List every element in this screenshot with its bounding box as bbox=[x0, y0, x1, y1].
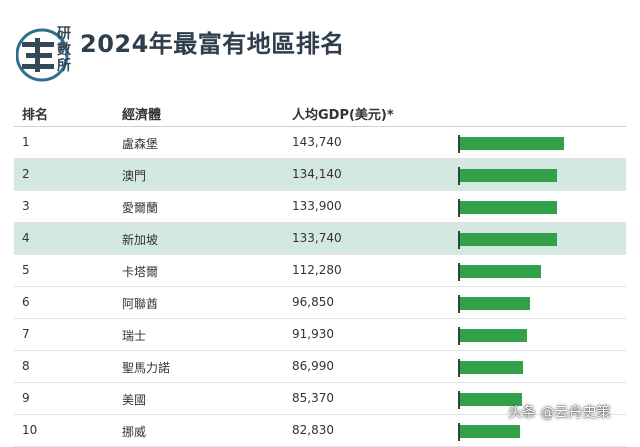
rank-cell: 7 bbox=[22, 327, 30, 341]
bar-baseline bbox=[458, 199, 460, 217]
economy-cell: 挪威 bbox=[122, 425, 147, 439]
rank-cell: 1 bbox=[22, 135, 30, 149]
rank-cell: 2 bbox=[22, 167, 30, 181]
bar-baseline bbox=[458, 295, 460, 313]
bar-baseline bbox=[458, 263, 460, 281]
gdp-bar bbox=[460, 329, 527, 342]
economy-cell: 卡塔爾 bbox=[122, 265, 159, 279]
bar-baseline bbox=[458, 231, 460, 249]
bar-baseline bbox=[458, 327, 460, 345]
header: 研 數 所 2024年最富有地區排名 bbox=[0, 0, 640, 92]
gdp-bar bbox=[460, 201, 557, 214]
gdp-bar bbox=[460, 361, 523, 374]
economy-cell: 澳門 bbox=[122, 169, 147, 183]
table-row: 4 新加坡 133,740 bbox=[14, 223, 626, 255]
table-row: 2 澳門 134,140 bbox=[14, 159, 626, 191]
column-header-economy: 經濟體 bbox=[122, 108, 162, 123]
gdp-value-cell: 133,740 bbox=[292, 231, 342, 245]
gdp-value-cell: 112,280 bbox=[292, 263, 342, 277]
economy-cell: 盧森堡 bbox=[122, 137, 159, 151]
page-title: 2024年最富有地區排名 bbox=[80, 30, 345, 58]
economy-cell: 瑞士 bbox=[122, 329, 147, 343]
economy-cell: 阿聯酋 bbox=[122, 297, 159, 311]
economy-cell: 愛爾蘭 bbox=[122, 201, 159, 215]
gdp-value-cell: 82,830 bbox=[292, 423, 334, 437]
bar-baseline bbox=[458, 359, 460, 377]
economy-cell: 美國 bbox=[122, 393, 147, 407]
gdp-bar bbox=[460, 265, 541, 278]
economy-cell: 聖馬力諾 bbox=[122, 361, 171, 375]
gdp-value-cell: 85,370 bbox=[292, 391, 334, 405]
gdp-bar bbox=[460, 425, 520, 438]
logo-char: 研 bbox=[57, 26, 71, 42]
table-row: 6 阿聯酋 96,850 bbox=[14, 287, 626, 319]
logo-char: 數 bbox=[57, 42, 71, 58]
watermark: 头条 @云舟史策 bbox=[508, 405, 611, 421]
bar-baseline bbox=[458, 167, 460, 185]
gdp-bar bbox=[460, 393, 522, 406]
gdp-bar bbox=[460, 137, 564, 150]
gdp-bar bbox=[460, 233, 557, 246]
table-row: 8 聖馬力諾 86,990 bbox=[14, 351, 626, 383]
gdp-bar bbox=[460, 297, 530, 310]
rank-cell: 10 bbox=[22, 423, 38, 437]
table-row: 5 卡塔爾 112,280 bbox=[14, 255, 626, 287]
logo-char: 所 bbox=[57, 58, 71, 74]
bar-baseline bbox=[458, 423, 460, 441]
economy-cell: 新加坡 bbox=[122, 233, 159, 247]
rank-cell: 8 bbox=[22, 359, 30, 373]
header-divider bbox=[14, 126, 626, 127]
gdp-value-cell: 91,930 bbox=[292, 327, 334, 341]
gdp-value-cell: 86,990 bbox=[292, 359, 334, 373]
gdp-value-cell: 133,900 bbox=[292, 199, 342, 213]
table-row: 7 瑞士 91,930 bbox=[14, 319, 626, 351]
rank-cell: 6 bbox=[22, 295, 30, 309]
table-row: 1 盧森堡 143,740 bbox=[14, 127, 626, 159]
column-header-rank: 排名 bbox=[22, 108, 49, 123]
ranking-table: 1 盧森堡 143,740 2 澳門 134,140 3 愛爾蘭 133,900 4 新加坡 133,… bbox=[14, 127, 626, 447]
gdp-bar bbox=[460, 169, 557, 182]
logo-text: 研 數 所 bbox=[53, 26, 75, 74]
gdp-value-cell: 96,850 bbox=[292, 295, 334, 309]
gdp-value-cell: 134,140 bbox=[292, 167, 342, 181]
bar-baseline bbox=[458, 391, 460, 409]
bar-baseline bbox=[458, 135, 460, 153]
logo-icon bbox=[16, 28, 69, 82]
gdp-value-cell: 143,740 bbox=[292, 135, 342, 149]
rank-cell: 3 bbox=[22, 199, 30, 213]
table-row: 3 愛爾蘭 133,900 bbox=[14, 191, 626, 223]
rank-cell: 5 bbox=[22, 263, 30, 277]
table-row: 9 美國 85,370 bbox=[14, 383, 626, 415]
rank-cell: 4 bbox=[22, 231, 30, 245]
rank-cell: 9 bbox=[22, 391, 30, 405]
column-header-gdp: 人均GDP(美元)* bbox=[292, 108, 394, 123]
